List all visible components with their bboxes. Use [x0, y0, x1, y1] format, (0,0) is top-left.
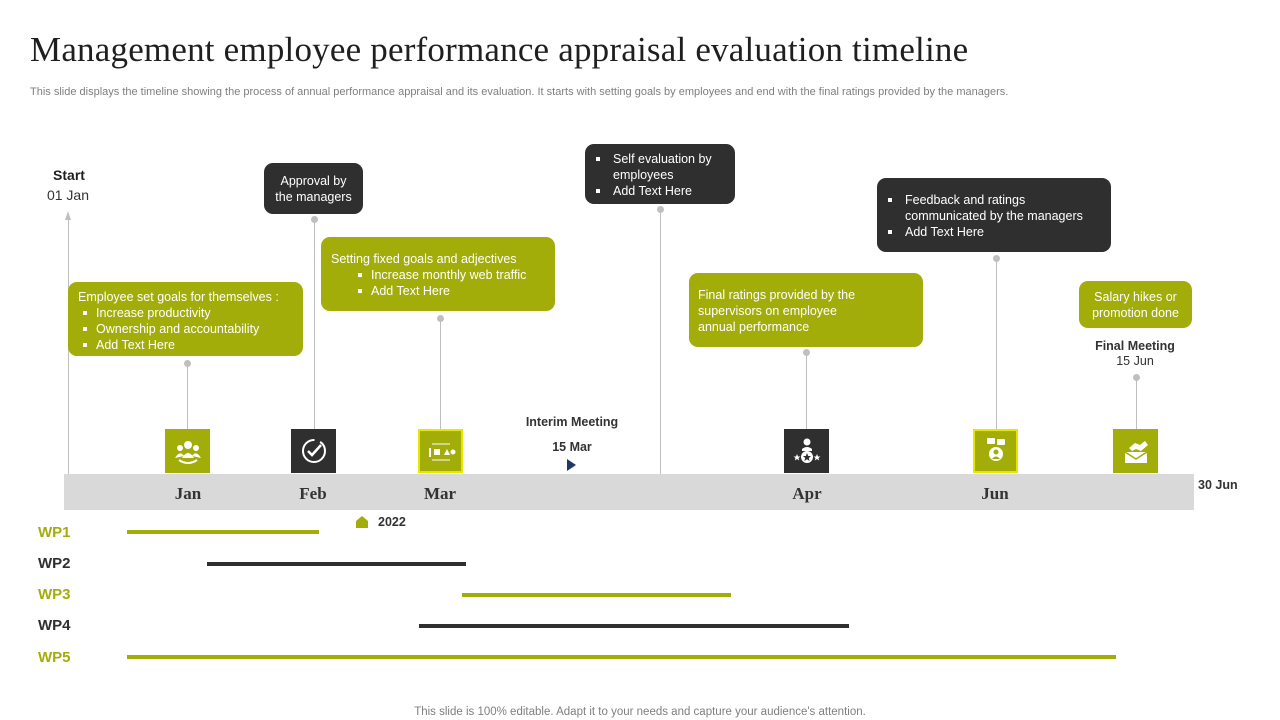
slide-footer: This slide is 100% editable. Adapt it to… — [414, 706, 866, 718]
month-label-jan: Jan — [174, 484, 202, 503]
wp-bar — [207, 562, 466, 566]
feedback-item: Add Text Here — [883, 224, 1103, 240]
fixed-goals-heading: Setting fixed goals and adjectives — [331, 252, 517, 266]
start-arrow-icon — [65, 211, 71, 220]
approval-connector — [314, 220, 315, 430]
salary-line: Salary hikes or — [1094, 290, 1177, 304]
interim-meeting-date: 15 Mar — [552, 440, 592, 454]
checkmark-circle-icon — [291, 429, 336, 473]
approval-line: Approval by — [280, 174, 347, 188]
feedback-connector-dot — [993, 255, 1000, 262]
self-eval-item: Add Text Here — [591, 183, 727, 199]
checkmark-circle-icon-glyph — [301, 439, 326, 463]
salary-line: promotion done — [1092, 306, 1179, 320]
final-meeting-label: Final Meeting — [1095, 339, 1175, 353]
wp-label: WP5 — [38, 649, 71, 666]
slide-subtitle: This slide displays the timeline showing… — [30, 86, 1009, 98]
handshake-icon-glyph — [1124, 441, 1148, 463]
final-ratings-line: supervisors on employee — [698, 304, 837, 318]
final-ratings-line: annual performance — [698, 320, 810, 334]
final-meeting-date: 15 Jun — [1116, 354, 1154, 368]
goals-heading: Employee set goals for themselves : — [78, 290, 279, 304]
approval-line: the managers — [275, 190, 352, 204]
wp-label: WP2 — [38, 555, 71, 572]
fixed-goals-item: Add Text Here — [353, 283, 545, 299]
shapes-icon — [418, 429, 463, 473]
self-eval-item: Self evaluation by employees — [591, 151, 727, 183]
self-eval-connector — [660, 210, 661, 474]
end-date-label: 30 Jun — [1198, 478, 1238, 492]
approval-connector-dot — [311, 216, 318, 223]
final-ratings-connector-dot — [803, 349, 810, 356]
month-label-jun: Jun — [981, 484, 1009, 503]
wp-bar — [462, 593, 731, 597]
chat-person-icon — [973, 429, 1018, 473]
feedback-connector — [996, 259, 997, 430]
year-label: 2022 — [378, 515, 406, 529]
wp-label: WP4 — [38, 617, 71, 634]
start-date: 01 Jan — [46, 187, 90, 203]
slide-title: Management employee performance appraisa… — [30, 30, 969, 69]
goals-bubble: Employee set goals for themselves : Incr… — [68, 282, 303, 356]
final-ratings-bubble: Final ratings provided by the supervisor… — [689, 273, 923, 347]
start-label: Start — [53, 167, 85, 183]
fixed-goals-connector — [440, 319, 441, 430]
approval-bubble: Approval by the managers — [264, 163, 363, 214]
self-eval-bubble: Self evaluation by employees Add Text He… — [585, 144, 735, 204]
home-icon — [356, 516, 368, 528]
feedback-item: Feedback and ratings communicated by the… — [883, 192, 1103, 224]
final-ratings-line: Final ratings provided by the — [698, 288, 856, 302]
goals-connector — [187, 364, 188, 430]
salary-bubble: Salary hikes or promotion done — [1079, 281, 1192, 328]
fixed-goals-bubble: Setting fixed goals and adjectives Incre… — [321, 237, 555, 311]
award-person-icon-glyph — [793, 438, 820, 463]
handshake-icon — [1113, 429, 1158, 473]
month-label-apr: Apr — [792, 484, 822, 503]
wp-label: WP3 — [38, 586, 71, 603]
play-marker-icon — [567, 459, 576, 471]
self-eval-connector-dot — [657, 206, 664, 213]
feedback-bubble: Feedback and ratings communicated by the… — [877, 178, 1111, 252]
shapes-icon-glyph — [428, 443, 455, 461]
final-meeting-connector-dot — [1133, 374, 1140, 381]
wp-bar — [419, 624, 849, 628]
goals-item: Add Text Here — [78, 337, 293, 353]
final-ratings-connector — [806, 353, 807, 430]
goals-connector-dot — [184, 360, 191, 367]
goals-item: Increase productivity — [78, 305, 293, 321]
goals-item: Ownership and accountability — [78, 321, 293, 337]
chat-person-icon-glyph — [986, 438, 1005, 461]
final-meeting-connector — [1136, 378, 1137, 430]
interim-meeting-label: Interim Meeting — [525, 415, 619, 429]
fixed-goals-connector-dot — [437, 315, 444, 322]
month-label-feb: Feb — [299, 484, 327, 503]
wp-bar — [127, 530, 319, 534]
fixed-goals-item: Increase monthly web traffic — [353, 267, 545, 283]
timeline-axis — [64, 474, 1194, 510]
month-label-mar: Mar — [423, 484, 457, 503]
team-icon-glyph — [174, 441, 201, 464]
team-icon — [165, 429, 210, 473]
award-person-icon — [784, 429, 829, 473]
wp-label: WP1 — [38, 524, 71, 541]
wp-bar — [127, 655, 1116, 659]
